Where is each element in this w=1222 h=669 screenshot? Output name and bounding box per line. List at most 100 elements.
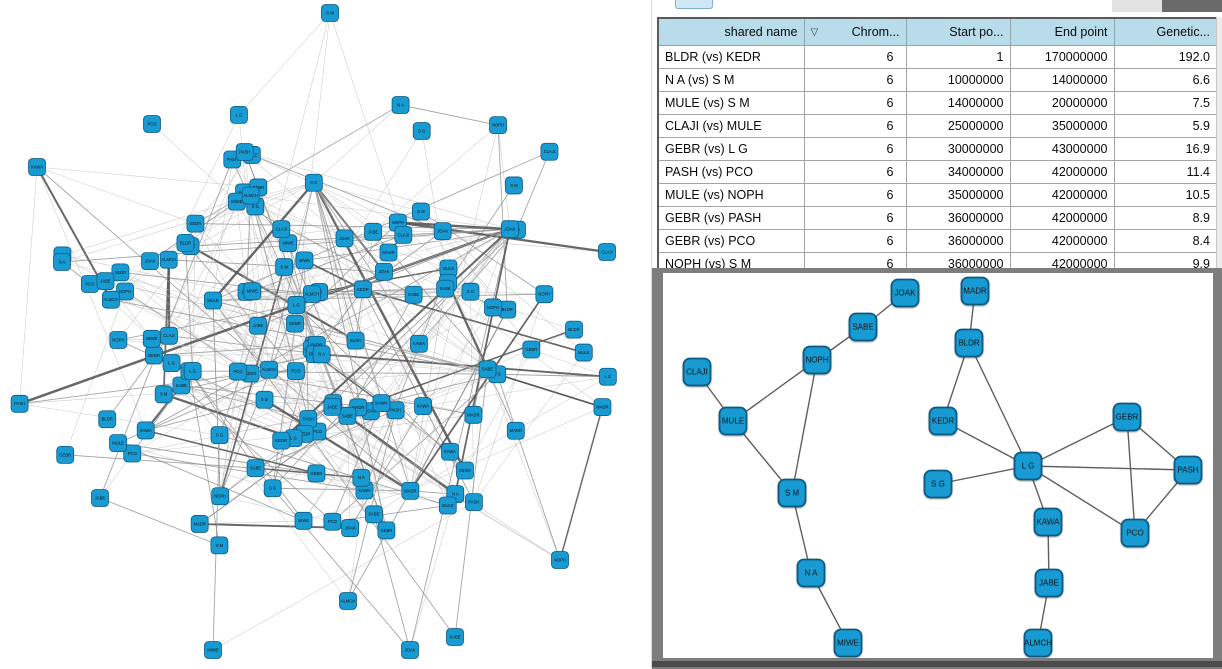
network-node[interactable]: KEDR [186, 214, 205, 233]
network-edge[interactable] [296, 304, 466, 471]
network-edge[interactable] [244, 151, 498, 375]
network-edge[interactable] [19, 166, 38, 404]
network-edge[interactable] [423, 376, 608, 407]
network-edge[interactable] [19, 373, 251, 405]
network-node[interactable]: SABE [446, 628, 464, 646]
network-edge[interactable] [236, 201, 247, 292]
network-node[interactable]: S G [461, 282, 480, 301]
network-edge[interactable] [64, 291, 126, 455]
network-edge[interactable] [61, 261, 498, 375]
network-node[interactable]: JOAK [335, 229, 354, 248]
network-edge[interactable] [400, 104, 499, 126]
network-node[interactable]: KAWA [414, 397, 432, 416]
network-node[interactable]: PCO [123, 444, 142, 463]
network-edge[interactable] [397, 221, 510, 231]
network-edge[interactable] [313, 182, 357, 341]
network-edge[interactable] [362, 289, 475, 503]
network-node[interactable]: S M [255, 390, 274, 409]
network-edge[interactable] [250, 195, 510, 230]
network-node[interactable]: S G [210, 426, 229, 445]
network-edge[interactable] [188, 371, 220, 546]
network-edge[interactable] [212, 243, 289, 301]
network-edge[interactable] [212, 501, 475, 651]
network-edge[interactable] [473, 352, 585, 503]
network-edge[interactable] [185, 242, 297, 372]
network-node[interactable]: N A [352, 468, 371, 487]
network-edge[interactable] [473, 294, 545, 503]
network-edge[interactable] [151, 123, 238, 202]
network-edge[interactable] [195, 223, 510, 230]
network-node[interactable]: KAWA [372, 394, 391, 412]
network-edge[interactable] [442, 230, 532, 350]
network-node[interactable]: KAWA [410, 334, 428, 353]
network-edge[interactable] [36, 166, 146, 431]
network-node[interactable]: S M [321, 4, 339, 22]
table-row[interactable]: GEBR (vs) PASH 6 36000000 42000000 8.9 [657, 206, 1218, 230]
network-node[interactable]: JABE [1034, 568, 1064, 598]
network-node[interactable]: MADR [593, 398, 612, 417]
network-node[interactable]: NOPH [535, 285, 554, 304]
network-node[interactable]: S M [505, 176, 523, 195]
network-node[interactable]: S M [275, 258, 294, 276]
network-edge[interactable] [238, 12, 331, 116]
network-edge[interactable] [497, 373, 608, 378]
network-node[interactable]: NOPH [211, 487, 230, 506]
network-node[interactable]: SABE [436, 279, 455, 298]
network-edge[interactable] [120, 271, 312, 295]
network-edge[interactable] [313, 182, 420, 344]
network-node[interactable]: ALMCH [303, 285, 321, 303]
network-edge[interactable] [280, 228, 511, 442]
network-node[interactable]: MADR [506, 421, 525, 440]
network-node[interactable]: S M [777, 478, 807, 508]
network-node[interactable]: JOAK [433, 222, 452, 241]
network-edge[interactable] [319, 288, 446, 293]
network-node[interactable]: JABE [249, 316, 267, 335]
network-edge[interactable] [110, 299, 322, 355]
network-edge[interactable] [181, 385, 333, 523]
network-edge[interactable] [168, 335, 498, 375]
network-edge[interactable] [303, 402, 382, 521]
network-edge[interactable] [293, 348, 313, 439]
network-edge[interactable] [149, 260, 333, 408]
network-node[interactable]: S G [412, 122, 431, 140]
network-node[interactable]: CLAJI [160, 326, 178, 345]
network-node[interactable]: PCO [287, 362, 305, 381]
network-edge[interactable] [559, 406, 604, 561]
network-node[interactable]: SABE [848, 312, 878, 342]
network-edge[interactable] [252, 234, 404, 292]
network-edge[interactable] [791, 359, 818, 494]
network-node[interactable]: S G [263, 479, 282, 498]
network-edge[interactable] [99, 497, 220, 546]
network-edge[interactable] [99, 385, 182, 499]
network-edge[interactable] [410, 288, 446, 491]
network-node[interactable]: MIWE [204, 641, 222, 659]
network-node[interactable]: NOPH [109, 331, 128, 349]
network-node[interactable]: MULE [574, 343, 593, 362]
network-edge[interactable] [163, 393, 294, 440]
network-edge[interactable] [295, 370, 475, 503]
network-node[interactable]: GEBR [307, 464, 326, 483]
network-node[interactable]: JOAK [341, 519, 360, 537]
network-node[interactable]: ALMCH [339, 592, 357, 610]
network-node[interactable]: PCO [143, 115, 161, 133]
network-edge[interactable] [410, 229, 511, 491]
network-edge[interactable] [272, 228, 511, 489]
network-node[interactable]: PASH [1173, 455, 1203, 485]
network-node[interactable]: PASH [235, 143, 254, 161]
network-node[interactable]: N A [391, 96, 410, 114]
network-node[interactable]: JABE [323, 398, 342, 416]
network-edge[interactable] [250, 373, 561, 561]
column-header-shared-name[interactable]: shared name [657, 17, 805, 46]
network-node[interactable]: S G [923, 469, 953, 499]
network-edge[interactable] [65, 454, 256, 469]
table-row[interactable]: N A (vs) S M 6 10000000 14000000 6.6 [657, 68, 1218, 92]
network-node[interactable]: NOPH [484, 298, 502, 317]
network-edge[interactable] [347, 490, 365, 602]
network-edge[interactable] [212, 300, 270, 370]
network-node[interactable]: PASH [10, 394, 29, 413]
network-edge[interactable] [531, 349, 608, 378]
network-edge[interactable] [117, 442, 304, 522]
network-node[interactable]: GEBR [145, 346, 163, 365]
network-node[interactable]: JABE [96, 272, 115, 290]
column-header-start-position[interactable]: Start po... [905, 17, 1011, 46]
